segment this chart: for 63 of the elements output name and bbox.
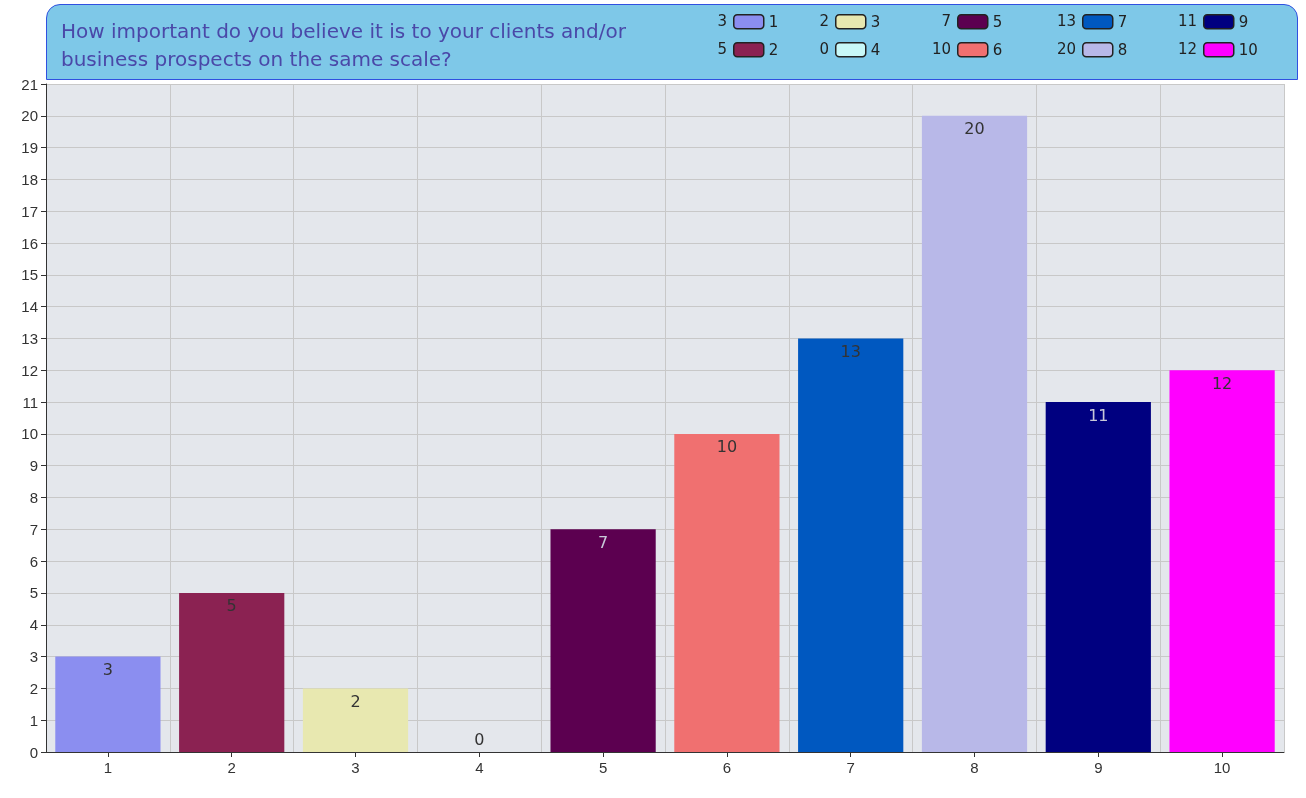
- text: 0: [819, 39, 829, 58]
- x-tick-label: 8: [970, 759, 979, 776]
- y-tick-label: 15: [21, 266, 38, 284]
- data-label: 11: [1088, 405, 1109, 425]
- y-tick-label: 21: [21, 75, 38, 93]
- legend-label: 4: [870, 40, 881, 59]
- text: 10: [931, 39, 952, 58]
- y-tick-label: 8: [29, 489, 38, 507]
- legend-label: 9: [1238, 12, 1249, 31]
- x-tick-label: 4: [475, 759, 484, 776]
- x-tick-label: 6: [722, 759, 732, 776]
- y-tick-label: 14: [21, 298, 38, 316]
- y-tick-label: 9: [29, 457, 38, 475]
- data-label: 13: [840, 341, 861, 361]
- x-tick-label: 3: [351, 759, 360, 776]
- legend-label: 6: [992, 40, 1003, 59]
- x-tick-label: 1: [103, 759, 113, 776]
- y-tick-label: 17: [21, 202, 38, 220]
- legend-label: 2: [768, 40, 779, 59]
- y-tick-label: 4: [29, 616, 38, 634]
- data-label: 20: [964, 119, 985, 139]
- data-label: 0: [474, 729, 485, 749]
- y-tick-label: 0: [29, 743, 38, 761]
- data-label: 2: [350, 691, 361, 711]
- data-label: 7: [598, 532, 609, 552]
- x-tick-label: 7: [846, 759, 855, 776]
- legend-label: 10: [1238, 40, 1258, 59]
- x-tick-label: 2: [227, 759, 236, 776]
- x-tick-label: 5: [598, 759, 608, 776]
- legend-label: 8: [1117, 40, 1128, 59]
- y-tick-label: 18: [21, 170, 38, 188]
- y-tick-label: 11: [22, 393, 38, 411]
- text: 11: [1177, 11, 1198, 30]
- y-tick-label: 3: [29, 648, 38, 666]
- y-tick-label: 13: [21, 329, 38, 347]
- legend-label: 7: [1117, 12, 1128, 31]
- data-label: 3: [102, 660, 113, 680]
- y-tick-label: 5: [29, 584, 38, 602]
- legend-label: 5: [992, 12, 1003, 31]
- y-tick-label: 19: [21, 139, 38, 157]
- text: 7: [941, 11, 951, 30]
- text: 5: [717, 39, 727, 58]
- text: 13: [1056, 11, 1077, 30]
- y-tick-label: 6: [29, 552, 38, 570]
- legend-label: 3: [870, 12, 881, 31]
- data-label: 5: [226, 596, 237, 616]
- chart-title: How important do you believe it is to your clients and/or business prospects on the same scale?: [61, 19, 633, 71]
- data-label: 10: [716, 437, 738, 457]
- x-tick-label: 9: [1094, 759, 1103, 776]
- data-label: 12: [1211, 373, 1233, 393]
- y-tick-label: 20: [21, 107, 38, 125]
- legend-label: 1: [768, 12, 779, 31]
- y-tick-label: 2: [29, 679, 38, 697]
- text: 12: [1177, 39, 1198, 58]
- x-tick-label: 10: [1213, 759, 1231, 776]
- text: 3: [717, 11, 727, 30]
- y-tick-label: 10: [21, 425, 38, 443]
- y-tick-label: 1: [29, 711, 38, 729]
- y-tick-label: 12: [21, 361, 38, 379]
- text: 2: [819, 11, 829, 30]
- y-tick-label: 16: [21, 234, 38, 252]
- y-tick-label: 7: [29, 520, 38, 538]
- text: 20: [1056, 39, 1077, 58]
